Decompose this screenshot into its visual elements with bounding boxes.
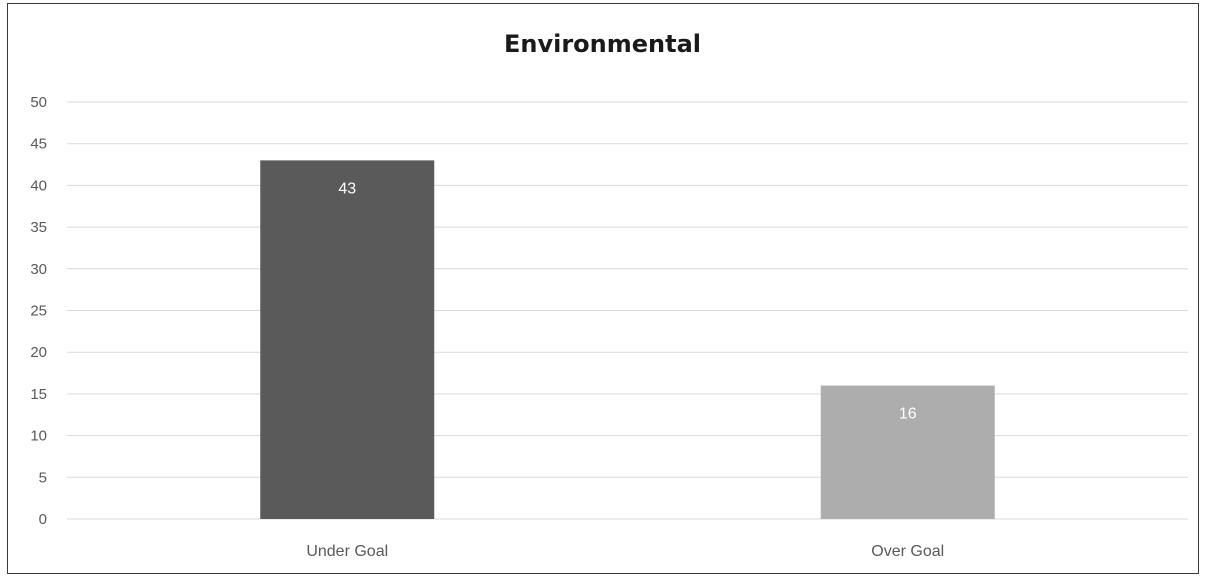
y-axis-tick-labels: 0 5 10 15 20 25 30 35 40 45 50: [30, 94, 47, 528]
y-tick-label: 0: [39, 511, 47, 528]
chart-frame: [7, 3, 1199, 574]
x-category-label: Over Goal: [871, 543, 944, 560]
data-label: 43: [338, 180, 356, 197]
y-tick-label: 50: [30, 94, 47, 111]
y-tick-label: 10: [30, 428, 47, 445]
y-tick-label: 5: [39, 469, 47, 486]
x-category-label: Under Goal: [306, 543, 388, 560]
bar-under-goal: [260, 160, 435, 519]
y-tick-label: 35: [30, 219, 47, 236]
chart-title: Environmental: [503, 30, 702, 58]
bar-over-goal: [820, 385, 995, 519]
bars: [260, 160, 995, 519]
data-label: 16: [899, 406, 917, 423]
y-tick-label: 20: [30, 344, 47, 361]
y-tick-label: 30: [30, 261, 47, 278]
y-tick-label: 40: [30, 177, 47, 194]
y-tick-label: 15: [30, 386, 47, 403]
data-labels: 43 16: [338, 180, 916, 422]
gridlines: [67, 101, 1188, 520]
x-axis-category-labels: Under Goal Over Goal: [306, 543, 944, 560]
y-tick-label: 45: [30, 136, 47, 153]
y-tick-label: 25: [30, 303, 47, 320]
